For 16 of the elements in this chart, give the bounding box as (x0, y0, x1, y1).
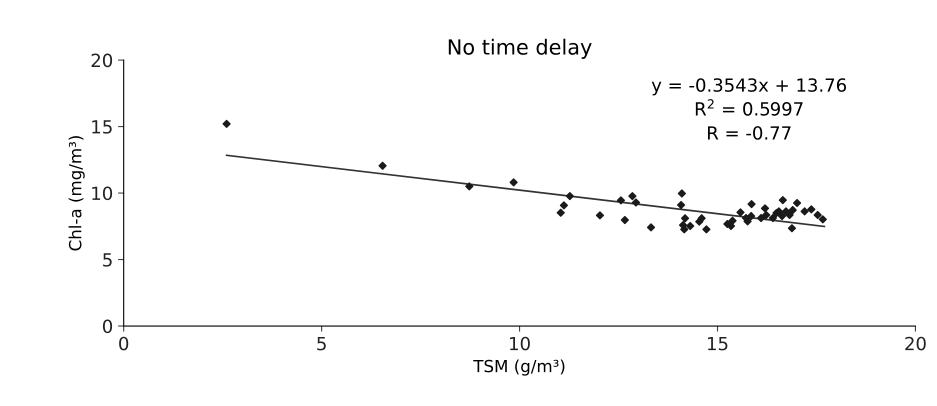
x-tick-label: 20 (905, 336, 926, 350)
y-axis-title: Chl-a (mg/m³) (68, 136, 85, 250)
x-tick-label: 5 (317, 336, 326, 350)
y-tick-label: 15 (92, 120, 112, 134)
annotation: R = -0.77 (708, 126, 791, 140)
annotation: R$^{2}$ = 0.5997 (696, 99, 803, 116)
y-tick-label: 10 (92, 186, 112, 200)
x-tick-label: 15 (708, 336, 728, 350)
y-tick-label: 20 (92, 54, 112, 68)
x-tick-label: 10 (510, 336, 530, 350)
x-axis-title: TSM (g/m³) (473, 359, 564, 376)
chart-title: No time delay (448, 38, 592, 59)
y-tick-label: 5 (103, 253, 112, 267)
x-tick-label: 0 (119, 336, 128, 350)
y-tick-label: 0 (102, 319, 112, 334)
annotation: y = -0.3543x + 13.76 (652, 78, 846, 96)
